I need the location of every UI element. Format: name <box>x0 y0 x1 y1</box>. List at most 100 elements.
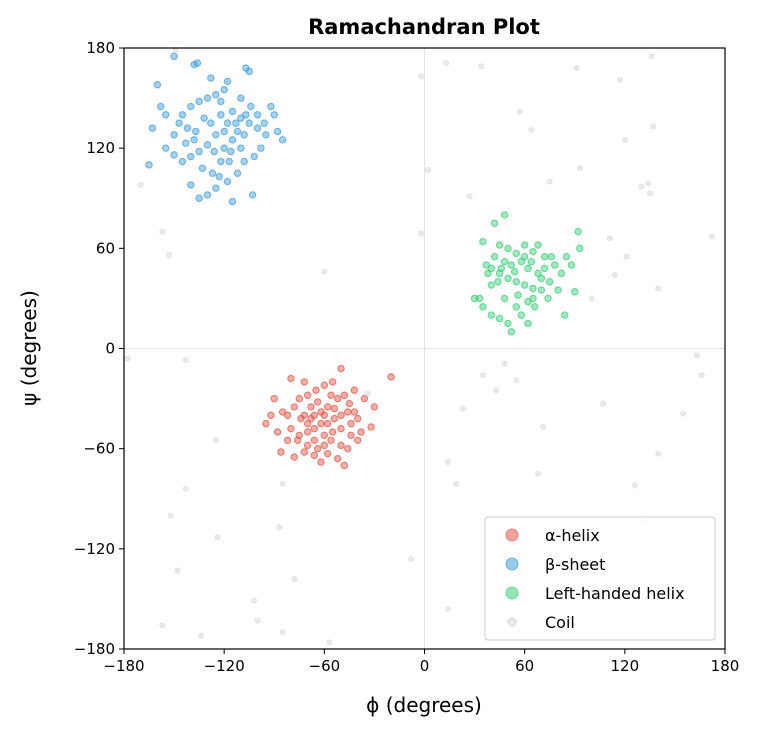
data-point <box>217 157 225 166</box>
data-point <box>494 278 502 286</box>
data-point <box>270 394 278 403</box>
data-point <box>137 181 144 188</box>
y-tick-label: 0 <box>105 340 115 358</box>
data-point <box>293 436 302 445</box>
data-point <box>606 235 613 242</box>
data-point <box>501 360 508 367</box>
data-point <box>182 485 189 492</box>
data-point <box>124 355 131 362</box>
y-tick-label: −180 <box>74 640 115 658</box>
data-point <box>623 253 630 260</box>
data-point <box>557 269 566 278</box>
data-point <box>340 391 349 399</box>
data-point <box>646 190 653 197</box>
data-point <box>182 139 190 147</box>
data-point <box>240 157 248 166</box>
data-point <box>600 400 607 407</box>
data-point <box>251 597 258 604</box>
data-point <box>507 328 516 336</box>
series-1 <box>145 52 287 206</box>
data-point <box>157 102 165 111</box>
data-point <box>475 294 484 303</box>
data-point <box>512 303 521 311</box>
legend-marker <box>505 586 519 600</box>
legend-marker <box>505 557 519 571</box>
data-point <box>693 352 700 359</box>
data-point <box>504 274 512 283</box>
data-point <box>195 194 203 202</box>
data-point <box>170 52 178 61</box>
data-point <box>317 419 325 428</box>
data-point <box>347 419 355 428</box>
data-point <box>223 119 232 127</box>
data-point <box>153 81 162 89</box>
data-point <box>300 448 308 456</box>
data-point <box>278 408 287 416</box>
data-point <box>228 136 237 144</box>
data-point <box>159 622 166 629</box>
data-point <box>529 284 537 293</box>
data-point <box>223 177 232 186</box>
data-point <box>279 480 286 487</box>
data-point <box>479 303 487 311</box>
legend-label: Left-handed helix <box>545 584 685 603</box>
legend-label: Coil <box>545 613 575 632</box>
data-point <box>562 252 571 261</box>
data-point <box>621 136 628 143</box>
data-point <box>333 454 342 463</box>
data-point <box>326 639 333 646</box>
data-point <box>588 295 595 302</box>
data-point <box>478 63 485 70</box>
data-point <box>520 281 529 289</box>
data-point <box>167 512 174 519</box>
data-point <box>323 403 332 411</box>
data-point <box>698 372 705 379</box>
data-point <box>145 161 153 169</box>
data-point <box>495 241 504 249</box>
data-point <box>203 191 212 199</box>
data-point <box>214 534 221 541</box>
data-point <box>245 67 253 76</box>
data-point <box>490 252 499 261</box>
data-point <box>183 124 192 132</box>
data-point <box>500 211 509 219</box>
data-point <box>178 157 187 166</box>
data-point <box>279 629 286 636</box>
data-point <box>574 227 582 236</box>
data-point <box>650 123 657 130</box>
data-point <box>310 436 319 445</box>
data-point <box>291 575 298 582</box>
data-point <box>242 111 250 119</box>
data-point <box>510 268 519 276</box>
data-point <box>247 102 255 111</box>
data-point <box>631 482 638 489</box>
data-point <box>187 152 195 161</box>
data-point <box>283 411 292 419</box>
data-point <box>370 403 379 411</box>
data-point <box>487 311 495 319</box>
data-point <box>287 424 295 433</box>
data-point <box>190 136 198 144</box>
data-point <box>534 241 542 249</box>
data-point <box>655 285 662 292</box>
data-point <box>240 131 248 139</box>
data-point <box>418 230 425 237</box>
data-point <box>350 386 359 394</box>
data-point <box>178 111 187 119</box>
data-point <box>300 378 308 386</box>
data-point <box>337 411 345 419</box>
data-point <box>387 373 395 381</box>
data-point <box>544 294 552 303</box>
data-point <box>648 53 655 60</box>
data-point <box>551 261 559 269</box>
data-point <box>479 372 487 379</box>
data-point <box>546 278 554 286</box>
data-point <box>554 286 562 294</box>
x-tick-label: 120 <box>611 657 640 675</box>
series-0 <box>262 364 395 470</box>
data-point <box>212 437 219 444</box>
data-point <box>418 73 425 80</box>
data-point <box>512 249 521 258</box>
data-point <box>466 193 473 200</box>
data-point <box>529 247 537 256</box>
